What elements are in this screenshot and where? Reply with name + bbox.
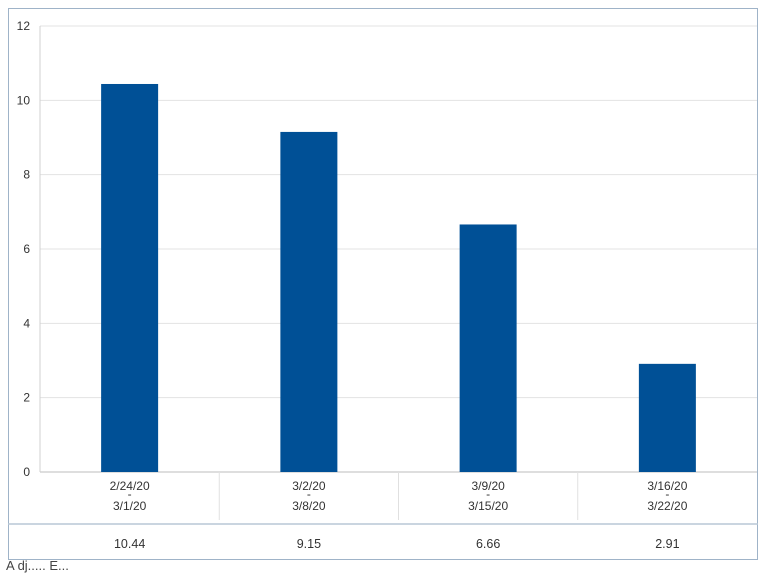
data-label: 9.15 — [297, 537, 321, 551]
data-label: 2.91 — [655, 537, 679, 551]
x-tick-label: - — [128, 487, 132, 501]
x-tick-label: 3/9/20 — [471, 479, 505, 493]
y-tick-label: 8 — [23, 168, 30, 182]
bar — [280, 131, 338, 473]
x-tick-label: 3/15/20 — [468, 499, 508, 513]
x-tick-label: 2/24/20 — [110, 479, 150, 493]
x-tick-label: - — [665, 487, 669, 501]
y-tick-label: 10 — [17, 93, 31, 107]
x-tick-label: - — [307, 487, 311, 501]
chart-frame — [8, 8, 758, 560]
x-tick-label: 3/8/20 — [292, 499, 326, 513]
bar — [638, 363, 696, 472]
bar — [459, 224, 517, 472]
data-label: 10.44 — [114, 537, 145, 551]
x-tick-label: 3/16/20 — [647, 479, 687, 493]
x-tick-label: 3/1/20 — [113, 499, 147, 513]
x-tick-label: - — [486, 487, 490, 501]
bar — [101, 83, 159, 472]
cropped-caption: A dj..... E... — [6, 558, 69, 573]
y-tick-label: 12 — [17, 19, 31, 33]
y-tick-label: 6 — [23, 242, 30, 256]
x-tick-label: 3/22/20 — [647, 499, 687, 513]
x-tick-label: 3/2/20 — [292, 479, 326, 493]
y-tick-label: 2 — [23, 391, 30, 405]
data-label: 6.66 — [476, 537, 500, 551]
y-tick-label: 0 — [23, 465, 30, 479]
y-tick-label: 4 — [23, 316, 30, 330]
